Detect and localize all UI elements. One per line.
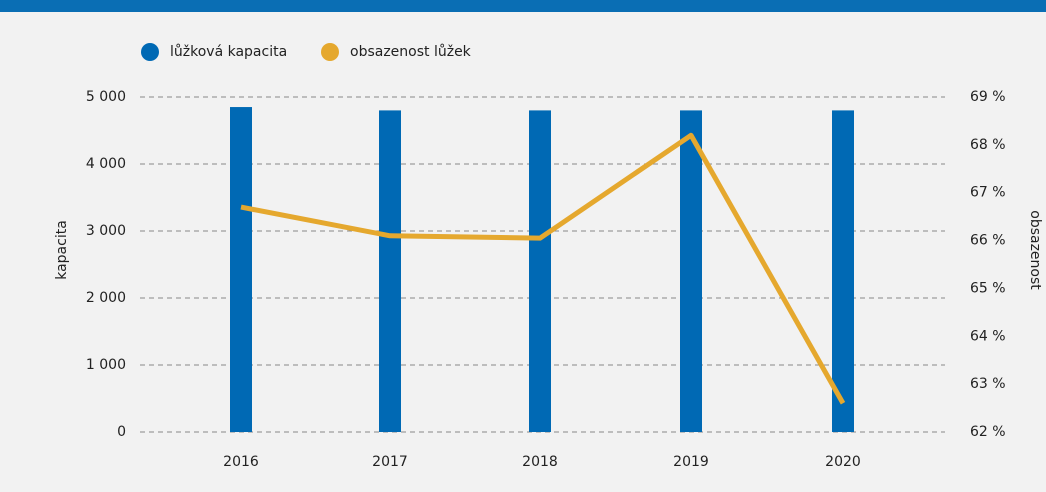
x-tick-label: 2019 xyxy=(673,454,709,470)
line xyxy=(240,132,846,405)
bar xyxy=(680,110,702,433)
legend-label: obsazenost lůžek xyxy=(350,44,472,60)
y2-tick-label: 66 % xyxy=(970,233,1006,249)
y-tick-label: 0 xyxy=(117,424,126,440)
bar xyxy=(230,107,252,433)
y2-tick-label: 68 % xyxy=(970,137,1006,153)
legend-marker xyxy=(141,43,159,61)
x-tick-label: 2016 xyxy=(223,454,259,470)
y2-tick-label: 69 % xyxy=(970,89,1006,105)
x-tick-label: 2018 xyxy=(522,454,558,470)
y2-axis-label: obsazenost xyxy=(1027,210,1043,290)
y-tick-label: 5 000 xyxy=(86,89,126,105)
y2-tick-label: 65 % xyxy=(970,280,1006,296)
bar xyxy=(379,110,401,433)
y2-tick-label: 63 % xyxy=(970,376,1006,392)
legend-marker xyxy=(321,43,339,61)
bar xyxy=(529,110,551,433)
x-tick-label: 2020 xyxy=(825,454,861,470)
y2-tick-label: 62 % xyxy=(970,424,1006,440)
y2-tick-label: 67 % xyxy=(970,185,1006,201)
y-axis-label: kapacita xyxy=(54,220,70,280)
y-tick-label: 4 000 xyxy=(86,156,126,172)
y2-tick-label: 64 % xyxy=(970,328,1006,344)
y-tick-label: 2 000 xyxy=(86,290,126,306)
bar xyxy=(832,110,854,433)
y-tick-label: 1 000 xyxy=(86,357,126,373)
y-tick-label: 3 000 xyxy=(86,223,126,239)
x-tick-label: 2017 xyxy=(372,454,408,470)
header-bar xyxy=(0,0,1046,12)
legend-label: lůžková kapacita xyxy=(170,44,287,60)
